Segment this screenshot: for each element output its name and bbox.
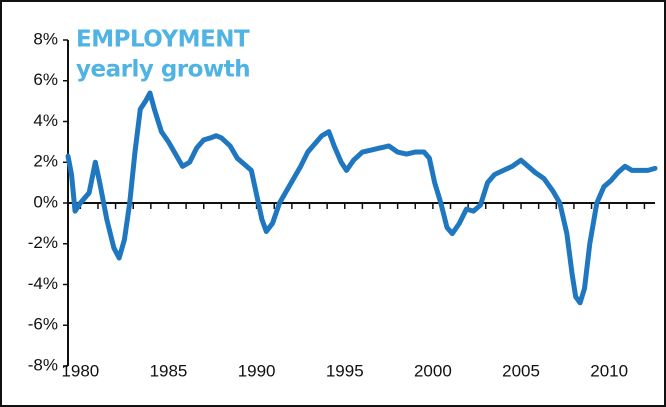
y-tick-label: -4% [28, 274, 58, 293]
x-tick-label: 1980 [61, 361, 99, 380]
y-tick-label: 2% [33, 152, 58, 171]
x-tick-label: 1985 [150, 361, 188, 380]
y-tick-label: -2% [28, 233, 58, 252]
y-tick-label: -8% [28, 355, 58, 374]
x-tick-label: 2010 [590, 361, 628, 380]
x-tick-label: 2000 [414, 361, 452, 380]
chart-subtitle: yearly growth [76, 57, 250, 83]
x-tick-label: 2005 [502, 361, 540, 380]
y-tick-label: -6% [28, 315, 58, 334]
y-tick-label: 6% [33, 70, 58, 89]
x-tick-label: 1990 [238, 361, 276, 380]
y-tick-label: 4% [33, 111, 58, 130]
y-tick-label: 8% [33, 29, 58, 48]
chart-title: EMPLOYMENT [76, 27, 250, 53]
data-line [65, 90, 658, 306]
y-tick-label: 0% [33, 192, 58, 211]
x-tick-label: 1995 [326, 361, 364, 380]
